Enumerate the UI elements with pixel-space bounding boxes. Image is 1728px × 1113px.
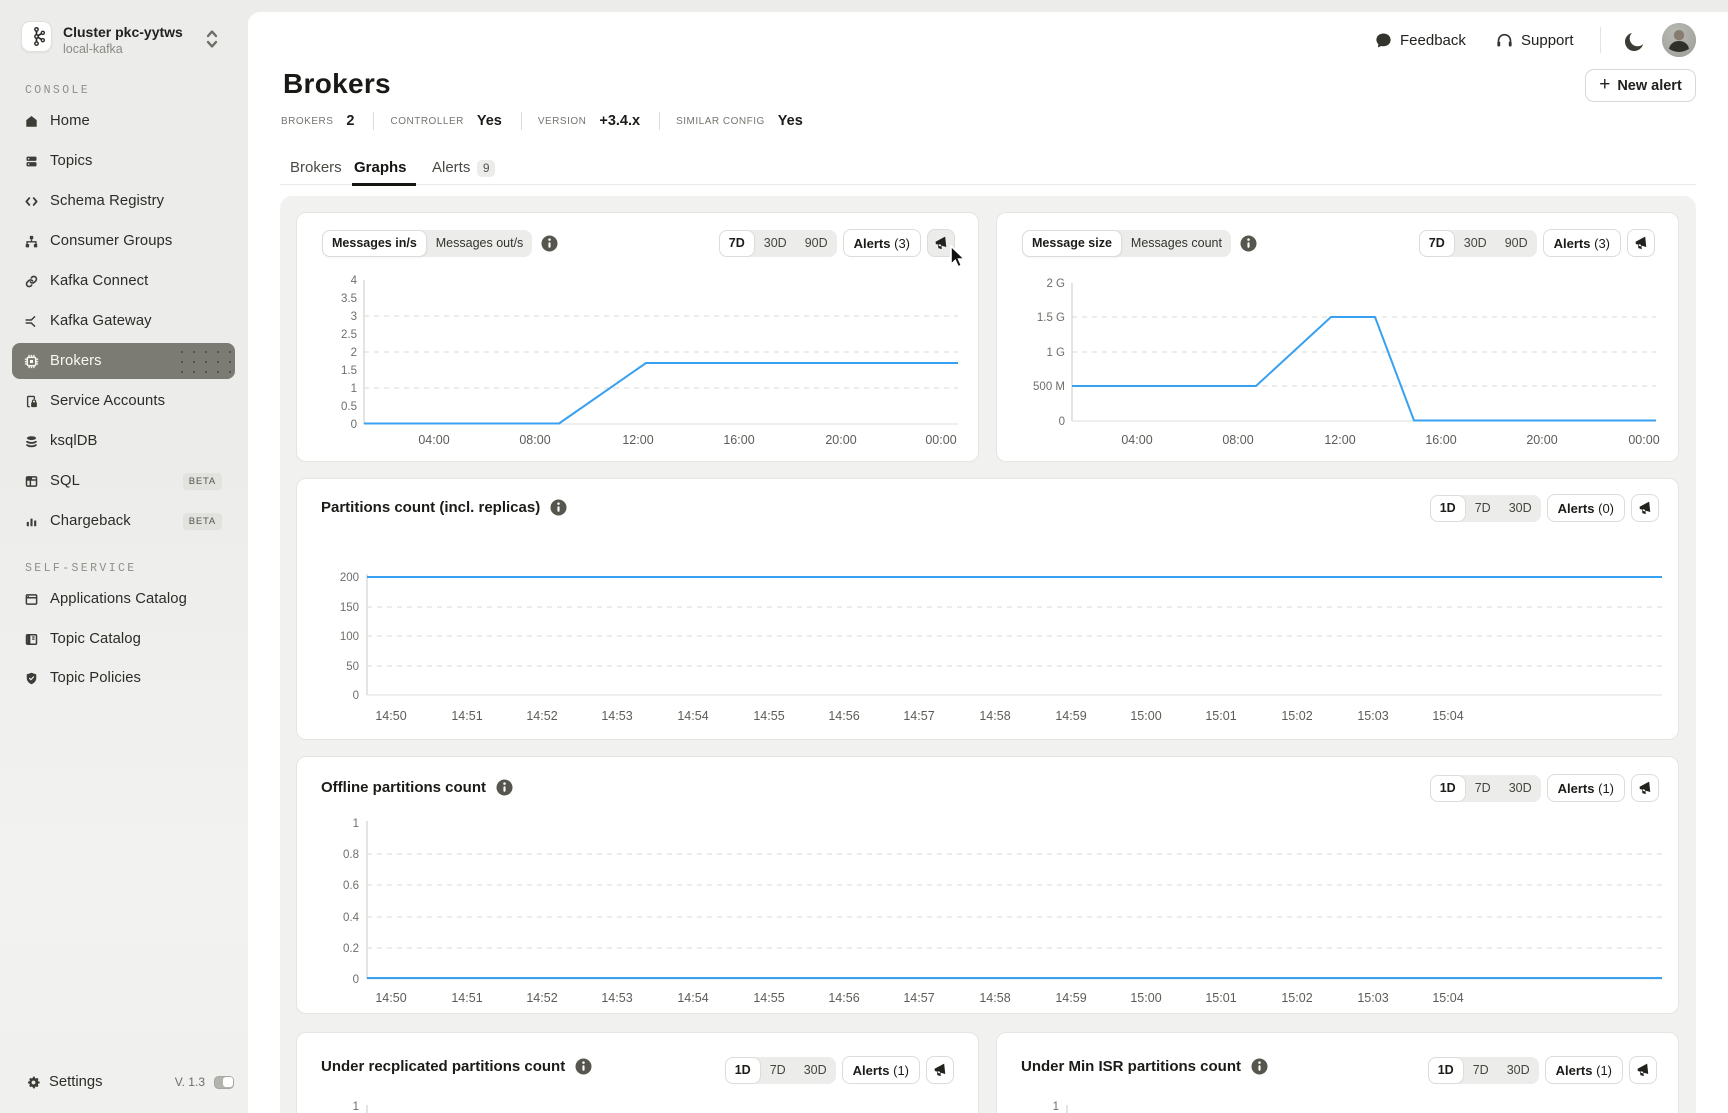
svg-text:15:03: 15:03 [1357, 991, 1388, 1005]
svg-text:15:00: 15:00 [1130, 991, 1161, 1005]
svg-text:15:04: 15:04 [1432, 709, 1463, 723]
svg-text:15:01: 15:01 [1205, 709, 1236, 723]
svg-text:15:03: 15:03 [1357, 709, 1388, 723]
svg-text:14:51: 14:51 [451, 709, 482, 723]
svg-text:15:02: 15:02 [1281, 709, 1312, 723]
svg-text:15:01: 15:01 [1205, 991, 1236, 1005]
svg-text:20:00: 20:00 [825, 433, 856, 447]
svg-text:0.2: 0.2 [343, 943, 359, 955]
svg-text:16:00: 16:00 [723, 433, 754, 447]
svg-text:15:00: 15:00 [1130, 709, 1161, 723]
svg-text:1: 1 [353, 1101, 359, 1113]
svg-text:2: 2 [351, 347, 357, 359]
svg-text:500 M: 500 M [1033, 381, 1065, 393]
svg-text:14:54: 14:54 [677, 991, 708, 1005]
svg-text:16:00: 16:00 [1425, 433, 1456, 447]
svg-text:2.5: 2.5 [341, 329, 357, 341]
svg-text:14:50: 14:50 [375, 709, 406, 723]
svg-text:14:57: 14:57 [903, 709, 934, 723]
svg-text:1: 1 [1053, 1101, 1059, 1113]
svg-text:14:51: 14:51 [451, 991, 482, 1005]
svg-text:4: 4 [351, 275, 358, 287]
svg-text:14:50: 14:50 [375, 991, 406, 1005]
svg-text:00:00: 00:00 [1628, 433, 1659, 447]
svg-text:100: 100 [340, 631, 359, 643]
svg-text:0.8: 0.8 [343, 849, 359, 861]
svg-text:14:55: 14:55 [753, 991, 784, 1005]
svg-text:0: 0 [351, 419, 357, 431]
svg-text:1.5: 1.5 [341, 365, 357, 377]
svg-text:14:56: 14:56 [828, 709, 859, 723]
svg-text:2 G: 2 G [1046, 278, 1065, 290]
svg-text:0.6: 0.6 [343, 880, 359, 892]
svg-text:0: 0 [353, 974, 359, 986]
svg-text:3.5: 3.5 [341, 293, 357, 305]
svg-text:150: 150 [340, 602, 359, 614]
svg-text:50: 50 [346, 661, 359, 673]
svg-text:14:52: 14:52 [526, 709, 557, 723]
svg-text:14:53: 14:53 [601, 991, 632, 1005]
svg-text:1 G: 1 G [1046, 347, 1065, 359]
svg-text:14:53: 14:53 [601, 709, 632, 723]
svg-text:08:00: 08:00 [519, 433, 550, 447]
svg-text:1: 1 [351, 383, 357, 395]
svg-text:1.5 G: 1.5 G [1037, 312, 1065, 324]
svg-text:14:57: 14:57 [903, 991, 934, 1005]
svg-text:15:02: 15:02 [1281, 991, 1312, 1005]
svg-text:0: 0 [1059, 416, 1065, 428]
svg-text:14:59: 14:59 [1055, 991, 1086, 1005]
svg-text:14:56: 14:56 [828, 991, 859, 1005]
svg-text:3: 3 [351, 311, 357, 323]
svg-text:14:54: 14:54 [677, 709, 708, 723]
svg-text:12:00: 12:00 [622, 433, 653, 447]
svg-text:14:59: 14:59 [1055, 709, 1086, 723]
svg-text:200: 200 [340, 572, 359, 584]
svg-text:14:58: 14:58 [979, 709, 1010, 723]
svg-text:0.5: 0.5 [341, 401, 357, 413]
svg-text:14:55: 14:55 [753, 709, 784, 723]
svg-text:14:52: 14:52 [526, 991, 557, 1005]
svg-text:04:00: 04:00 [1121, 433, 1152, 447]
svg-text:20:00: 20:00 [1526, 433, 1557, 447]
svg-text:15:04: 15:04 [1432, 991, 1463, 1005]
svg-text:00:00: 00:00 [925, 433, 956, 447]
svg-text:04:00: 04:00 [418, 433, 449, 447]
svg-text:0: 0 [353, 690, 359, 702]
svg-text:14:58: 14:58 [979, 991, 1010, 1005]
svg-text:08:00: 08:00 [1222, 433, 1253, 447]
svg-text:1: 1 [353, 818, 359, 830]
svg-text:0.4: 0.4 [343, 912, 360, 924]
svg-text:12:00: 12:00 [1324, 433, 1355, 447]
